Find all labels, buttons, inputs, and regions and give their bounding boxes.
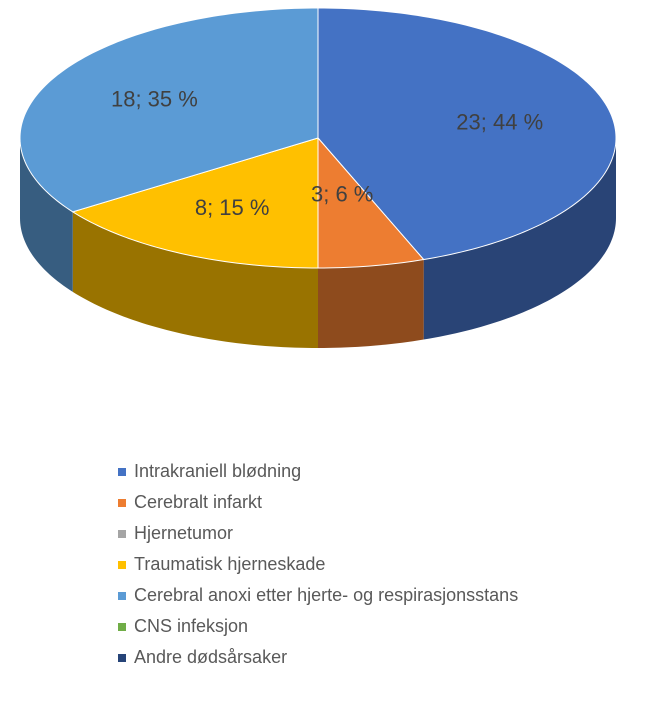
data-label: 18; 35 % (111, 86, 198, 111)
legend-label: CNS infeksjon (134, 616, 248, 636)
slice (317, 136, 425, 269)
slice (317, 7, 617, 261)
data-label: 3; 6 % (311, 181, 373, 206)
slice (71, 137, 319, 269)
legend-swatch (118, 499, 126, 507)
pie-tops (19, 7, 617, 269)
legend-swatch (118, 468, 126, 476)
legend-swatch (118, 623, 126, 631)
data-label: 23; 44 % (456, 109, 543, 134)
legend-label: Intrakraniell blødning (134, 461, 301, 481)
data-label: 8; 15 % (195, 195, 270, 220)
legend-label: Hjernetumor (134, 523, 233, 543)
slice-side (423, 138, 616, 340)
legend-label: Traumatisk hjerneskade (134, 554, 325, 574)
legend-label: Cerebral anoxi etter hjerte- og respiras… (134, 585, 518, 605)
legend-label: Cerebralt infarkt (134, 492, 262, 512)
legend-swatch (118, 561, 126, 569)
slice (19, 7, 319, 213)
legend-swatch (118, 530, 126, 538)
legend-swatch (118, 654, 126, 662)
legend-swatch (118, 592, 126, 600)
slice-side (318, 259, 424, 348)
legend-label: Andre dødsårsaker (134, 647, 287, 667)
slice-side (72, 211, 318, 348)
